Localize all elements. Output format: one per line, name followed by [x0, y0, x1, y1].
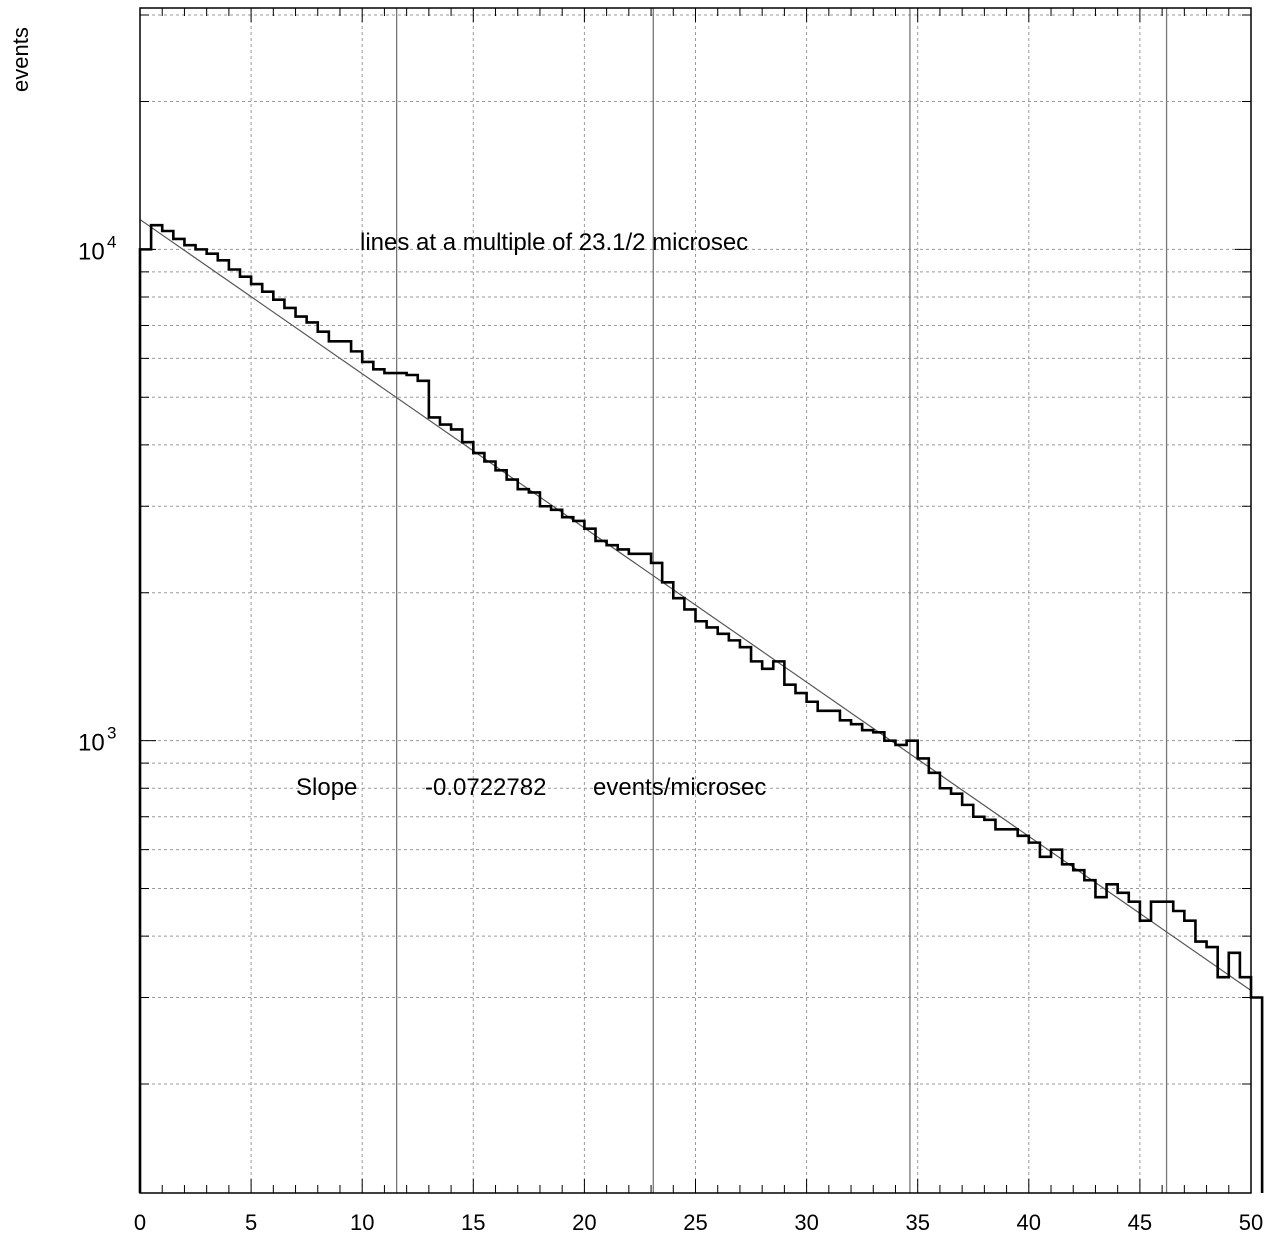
- x-tick-label: 10: [350, 1210, 374, 1235]
- x-tick-label: 30: [794, 1210, 818, 1235]
- y-tick-label-exponent: 3: [107, 724, 116, 743]
- grid: [140, 8, 1251, 1193]
- x-tick-labels: 0 5 10 15 20 25 30 35 40 45 50: [134, 1210, 1263, 1235]
- x-tick-label: 15: [461, 1210, 485, 1235]
- x-tick-label: 20: [572, 1210, 596, 1235]
- axis-ticks: [139, 8, 1252, 1193]
- x-tick-label: 50: [1239, 1210, 1263, 1235]
- x-tick-label: 45: [1128, 1210, 1152, 1235]
- slope-label: Slope: [296, 774, 357, 801]
- y-tick-label-exponent: 4: [107, 232, 116, 251]
- x-tick-label: 35: [905, 1210, 929, 1235]
- lines-annotation: lines at a multiple of 23.1/2 microsec: [360, 229, 748, 256]
- reference-lines: [395, 8, 1168, 1193]
- y-tick-label: 10: [78, 238, 105, 265]
- y-axis-label: events: [8, 27, 33, 92]
- plot-series: [138, 219, 1264, 1193]
- x-tick-label: 0: [134, 1210, 146, 1235]
- x-tick-label: 40: [1017, 1210, 1041, 1235]
- x-tick-label: 25: [683, 1210, 707, 1235]
- slope-value: -0.0722782: [425, 774, 546, 801]
- slope-unit: events/microsec: [593, 774, 766, 801]
- x-tick-label: 5: [245, 1210, 257, 1235]
- plot-frame: [139, 7, 1252, 1194]
- histogram-series: [138, 223, 1264, 1193]
- fit-line: [139, 219, 1252, 992]
- y-tick-label: 10: [78, 730, 105, 757]
